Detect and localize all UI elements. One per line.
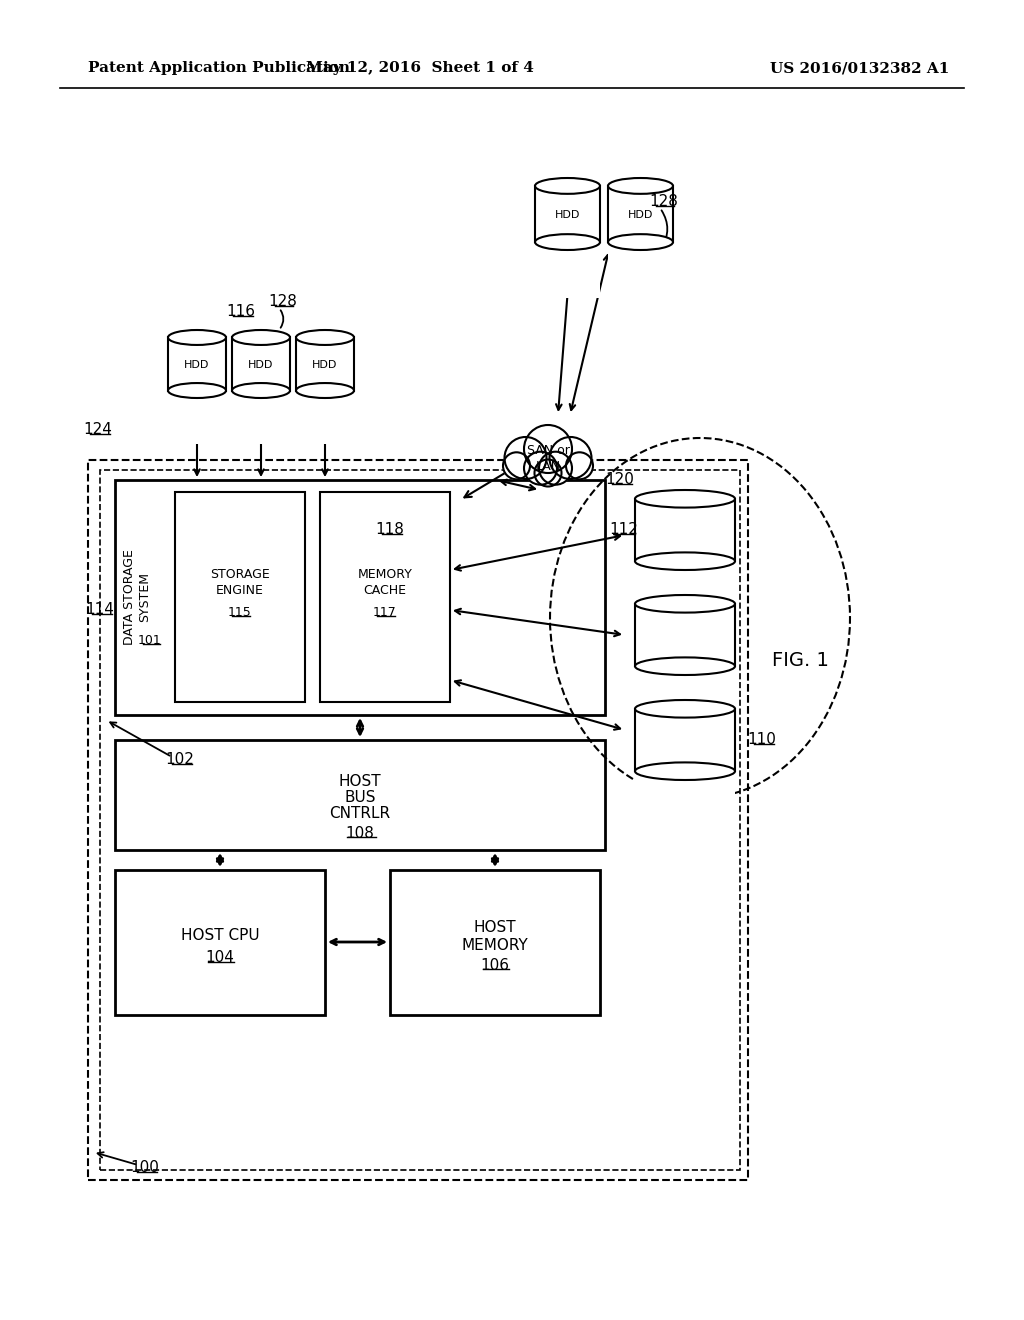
Circle shape	[524, 451, 557, 484]
Text: 110: 110	[748, 733, 776, 747]
Ellipse shape	[232, 330, 290, 345]
Text: Patent Application Publication: Patent Application Publication	[88, 61, 350, 75]
Text: DATA STORAGE
SYSTEM: DATA STORAGE SYSTEM	[123, 549, 151, 645]
Circle shape	[566, 453, 593, 479]
Text: HDD: HDD	[628, 210, 653, 220]
Text: 106: 106	[480, 957, 510, 973]
Ellipse shape	[635, 490, 735, 508]
Bar	[232, 391, 290, 444]
Ellipse shape	[635, 595, 735, 612]
Bar	[175, 492, 305, 702]
Text: 100: 100	[131, 1160, 160, 1176]
Bar	[635, 561, 735, 623]
Text: HOST: HOST	[339, 775, 381, 789]
Text: 128: 128	[649, 194, 679, 210]
Bar	[635, 667, 735, 729]
Ellipse shape	[635, 700, 735, 718]
Text: 114: 114	[86, 602, 115, 618]
Text: 118: 118	[376, 523, 404, 537]
Circle shape	[503, 453, 530, 479]
Bar	[115, 480, 605, 715]
Text: 102: 102	[166, 752, 195, 767]
Text: HOST: HOST	[474, 920, 516, 936]
Ellipse shape	[635, 763, 735, 780]
Text: MEMORY: MEMORY	[357, 569, 413, 582]
Circle shape	[524, 425, 572, 473]
Ellipse shape	[535, 178, 600, 194]
Text: 128: 128	[268, 294, 297, 309]
Text: BUS: BUS	[344, 791, 376, 805]
Ellipse shape	[296, 383, 354, 399]
Text: 108: 108	[345, 825, 375, 841]
Text: May 12, 2016  Sheet 1 of 4: May 12, 2016 Sheet 1 of 4	[306, 61, 534, 75]
Text: HDD: HDD	[312, 360, 338, 371]
Text: SAN or: SAN or	[526, 444, 569, 457]
Bar	[390, 870, 600, 1015]
Circle shape	[505, 437, 547, 479]
Text: ENGINE: ENGINE	[216, 583, 264, 597]
Bar	[535, 242, 600, 298]
Text: STORAGE: STORAGE	[210, 569, 270, 582]
Text: 112: 112	[609, 523, 638, 537]
Text: 122: 122	[640, 244, 669, 260]
Ellipse shape	[168, 383, 226, 399]
Ellipse shape	[608, 234, 673, 249]
Text: US 2016/0132382 A1: US 2016/0132382 A1	[770, 61, 949, 75]
Text: 126: 126	[658, 557, 687, 573]
Text: HDD: HDD	[248, 360, 273, 371]
Text: MEMORY: MEMORY	[462, 937, 528, 953]
Bar	[608, 242, 673, 298]
Text: FIG. 1: FIG. 1	[771, 651, 828, 669]
Text: LAN: LAN	[536, 461, 560, 474]
Text: 117: 117	[373, 606, 397, 619]
Text: CNTRLR: CNTRLR	[330, 807, 390, 821]
Circle shape	[535, 459, 561, 487]
Text: HDD: HDD	[555, 210, 581, 220]
Bar	[115, 870, 325, 1015]
Bar	[319, 492, 450, 702]
Ellipse shape	[635, 657, 735, 675]
Ellipse shape	[635, 552, 735, 570]
Ellipse shape	[232, 383, 290, 399]
Text: 116: 116	[226, 305, 256, 319]
Text: 115: 115	[228, 606, 252, 619]
Circle shape	[550, 437, 592, 479]
Text: 120: 120	[605, 473, 635, 487]
Ellipse shape	[168, 330, 226, 345]
Ellipse shape	[535, 234, 600, 249]
Bar	[100, 470, 740, 1170]
Text: CACHE: CACHE	[364, 583, 407, 597]
Circle shape	[539, 451, 572, 484]
Bar	[296, 391, 354, 444]
Text: 101: 101	[138, 634, 162, 647]
Bar	[635, 771, 735, 834]
Ellipse shape	[608, 178, 673, 194]
Bar	[88, 459, 748, 1180]
Text: 104: 104	[206, 950, 234, 965]
Text: HOST CPU: HOST CPU	[180, 928, 259, 942]
Bar	[168, 391, 226, 444]
Text: 124: 124	[84, 422, 113, 437]
Text: HDD: HDD	[184, 360, 210, 371]
Ellipse shape	[296, 330, 354, 345]
Bar	[115, 741, 605, 850]
